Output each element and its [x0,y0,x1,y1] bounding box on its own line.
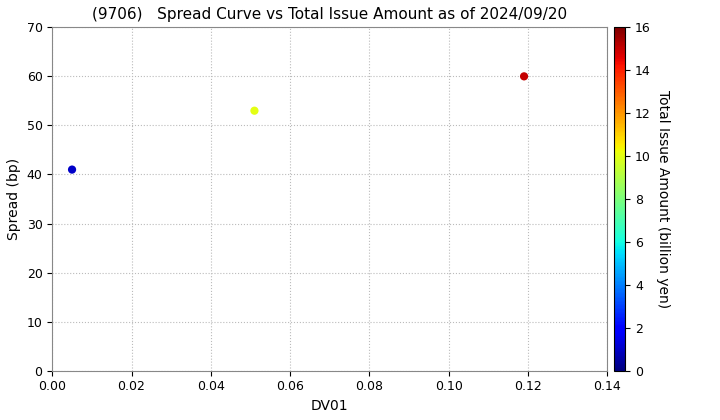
Point [248,108,260,114]
Point [66,166,78,173]
Y-axis label: Total Issue Amount (billion yen): Total Issue Amount (billion yen) [657,90,670,308]
Point [518,73,530,80]
Title: (9706)   Spread Curve vs Total Issue Amount as of 2024/09/20: (9706) Spread Curve vs Total Issue Amoun… [92,7,567,22]
Y-axis label: Spread (bp): Spread (bp) [7,158,21,240]
X-axis label: DV01: DV01 [311,399,348,413]
